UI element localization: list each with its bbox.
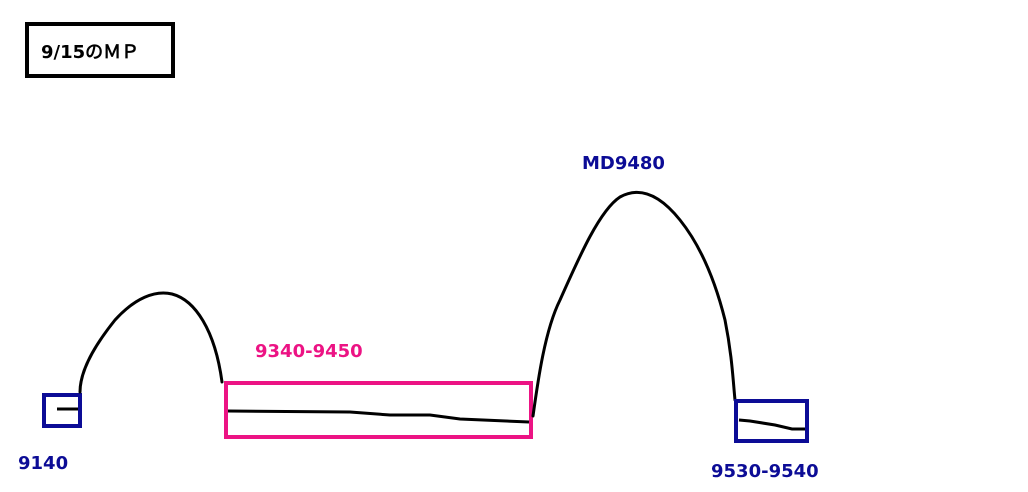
right-box-line [738,418,805,431]
left-box-label: 9140 [18,453,68,474]
right-box [734,399,809,443]
value-area-label: 9340-9450 [255,341,363,362]
second-hump-curve [531,191,737,418]
value-area-line [227,409,530,424]
title: 9/15のＭＰ [41,42,139,63]
first-hump-curve [78,291,224,394]
left-box [42,393,82,428]
right-box-label: 9530-9540 [711,461,819,482]
value-area-box [224,381,533,439]
peak-label: MD9480 [582,153,665,174]
title-box [25,22,175,78]
